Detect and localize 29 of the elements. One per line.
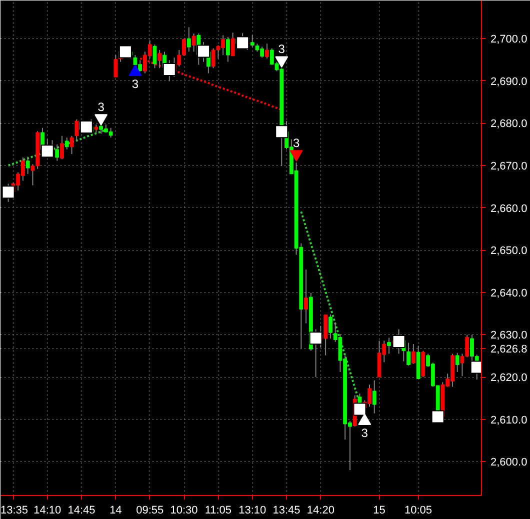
x-tick-label: 11:05 xyxy=(204,504,232,516)
x-tick-label: 14:20 xyxy=(306,504,334,516)
x-tick-label: 10:05 xyxy=(404,504,432,516)
x-tick-label: 14 xyxy=(110,504,122,516)
text: 3 xyxy=(98,100,104,114)
x-tick-label: 14:10 xyxy=(34,504,62,516)
x-tick-label: 15 xyxy=(373,504,386,516)
x-tick-label: 14:45 xyxy=(68,504,96,516)
y-tick-label: 2,640.0 xyxy=(490,287,528,300)
x-tick-label: 13:35 xyxy=(0,504,28,516)
y-tick-label: 2,680.0 xyxy=(490,118,528,130)
y-tick-label: 2,610.0 xyxy=(490,414,528,426)
series-label: 3 xyxy=(292,136,300,150)
series-label: 3 xyxy=(278,42,286,56)
y-tick-label: 2,660.0 xyxy=(490,202,528,215)
y-tick-label: 2,650.0 xyxy=(490,245,528,258)
text: 3 xyxy=(361,426,368,440)
x-tick-label: 13:45 xyxy=(272,504,300,516)
y-tick-label: 2,690.0 xyxy=(490,76,528,88)
series-label: 3 xyxy=(132,77,139,91)
y-tick-label: 2,630.0 xyxy=(490,330,528,342)
x-tick-label: 09:55 xyxy=(136,504,164,516)
y-tick-label: 2,626.8 xyxy=(490,343,528,356)
y-tick-label: 2,700.0 xyxy=(490,34,528,46)
y-tick-label: 2,670.0 xyxy=(490,160,528,172)
x-tick-label: 13:10 xyxy=(238,504,266,516)
x-tick-label: 10:30 xyxy=(170,504,198,516)
y-tick-label: 2,600.0 xyxy=(490,456,528,469)
y-tick-label: 2,620.0 xyxy=(490,372,528,384)
